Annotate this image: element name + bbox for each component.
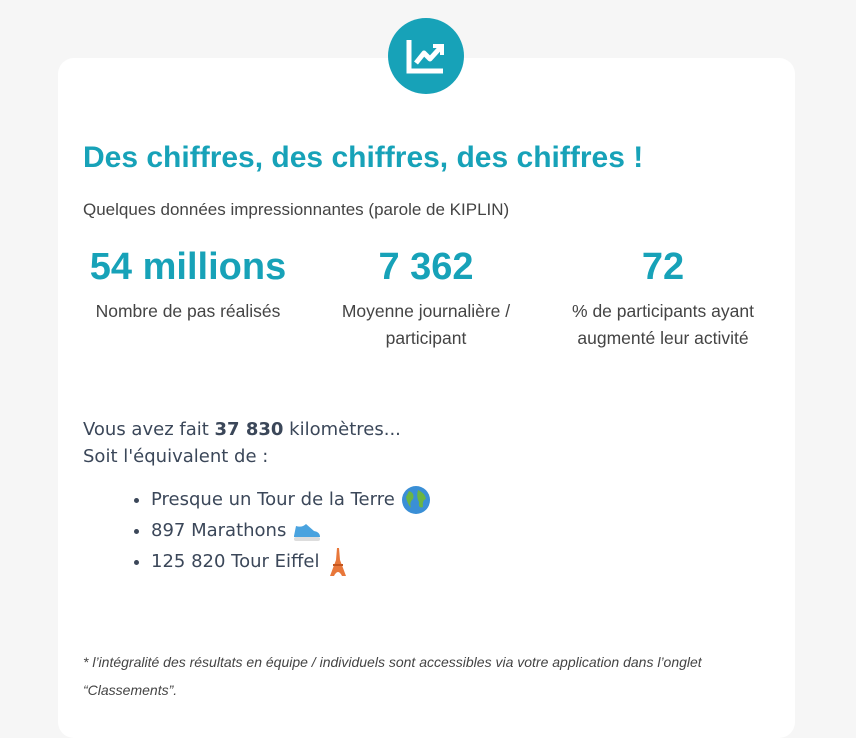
summary: Vous avez fait 37 830 kilomètres... Soit… bbox=[83, 416, 401, 470]
shoe-icon bbox=[294, 524, 321, 541]
title: Des chiffres, des chiffres, des chiffres… bbox=[83, 141, 644, 174]
text: 897 Marathons bbox=[151, 520, 287, 541]
list-item: 125 820 Tour Eiffel bbox=[151, 546, 431, 578]
list-item: Presque un Tour de la Terre bbox=[151, 484, 431, 515]
globe-icon bbox=[401, 486, 430, 514]
footnote: * l’intégralité des résultats en équipe … bbox=[83, 654, 702, 698]
stat-label: Nombre de pas réalisés bbox=[95, 301, 281, 321]
page: Des chiffres, des chiffres, des chiffres… bbox=[0, 0, 856, 717]
text: Vous avez fait bbox=[83, 419, 209, 440]
list: Presque un Tour de la Terre 897 Marathon… bbox=[110, 484, 431, 578]
chart-icon bbox=[388, 18, 464, 94]
stat: 54 millions Nombre de pas réalisés bbox=[78, 244, 298, 325]
stat-label: Moyenne journalière / participant bbox=[341, 301, 511, 348]
stat-value: 7 362 bbox=[378, 246, 474, 288]
stat-value: 54 millions bbox=[89, 246, 287, 288]
stat-label: % de participants ayant augmenté leur ac… bbox=[572, 301, 754, 348]
text: Soit l'équivalent de : bbox=[83, 446, 269, 467]
subtitle: Quelques données impressionnantes (parol… bbox=[83, 200, 510, 219]
stat: 7 362 Moyenne journalière / participant bbox=[321, 244, 531, 352]
list-item: 897 Marathons bbox=[151, 515, 431, 546]
stat: 72 % de participants ayant augmenté leur… bbox=[553, 244, 773, 352]
stat-value: 72 bbox=[641, 246, 685, 288]
text: kilomètres... bbox=[289, 419, 401, 440]
card bbox=[58, 58, 795, 738]
text: Presque un Tour de la Terre bbox=[151, 489, 395, 510]
text: 125 820 Tour Eiffel bbox=[151, 551, 320, 572]
eiffel-icon bbox=[329, 548, 346, 576]
distance: 37 830 bbox=[214, 419, 284, 440]
